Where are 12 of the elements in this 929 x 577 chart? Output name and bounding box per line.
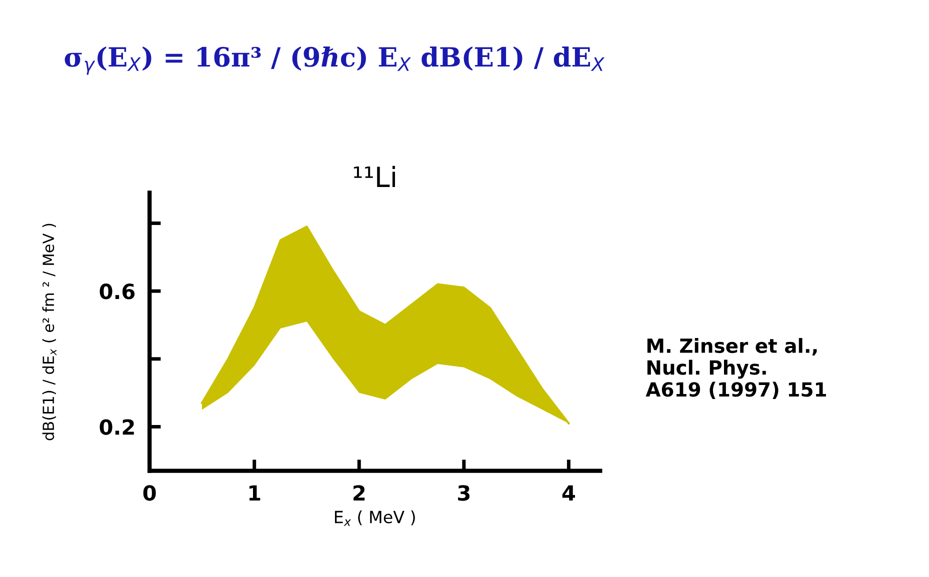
x-tick-label: 2 [354, 485, 365, 501]
x-axis-title: E$_{x}$ ( MeV ) [334, 510, 415, 526]
y-tick-label: 0.6 [100, 284, 135, 300]
x-tick-label: 4 [562, 485, 575, 501]
x-tick-label: 1 [249, 485, 260, 501]
text: M. Zinser et al., Nucl. Phys. A619 (1997) 151 [646, 338, 826, 400]
y-tick-label: 0.2 [100, 419, 134, 435]
y-axis-title: dB(E1) / dE$_{x}$ ( e² fm ² / MeV ) [42, 224, 56, 440]
chart-title: σ$_{γ}$(E$_{X}$) = 16π³ / (9ℏc) E$_{X}$ dB(E1) / dE$_{X}$ [64, 46, 605, 75]
chart-subtitle: ¹¹Li [354, 166, 395, 187]
x-tick-label: 3 [458, 485, 470, 501]
x-tick-label: 0 [143, 485, 156, 501]
